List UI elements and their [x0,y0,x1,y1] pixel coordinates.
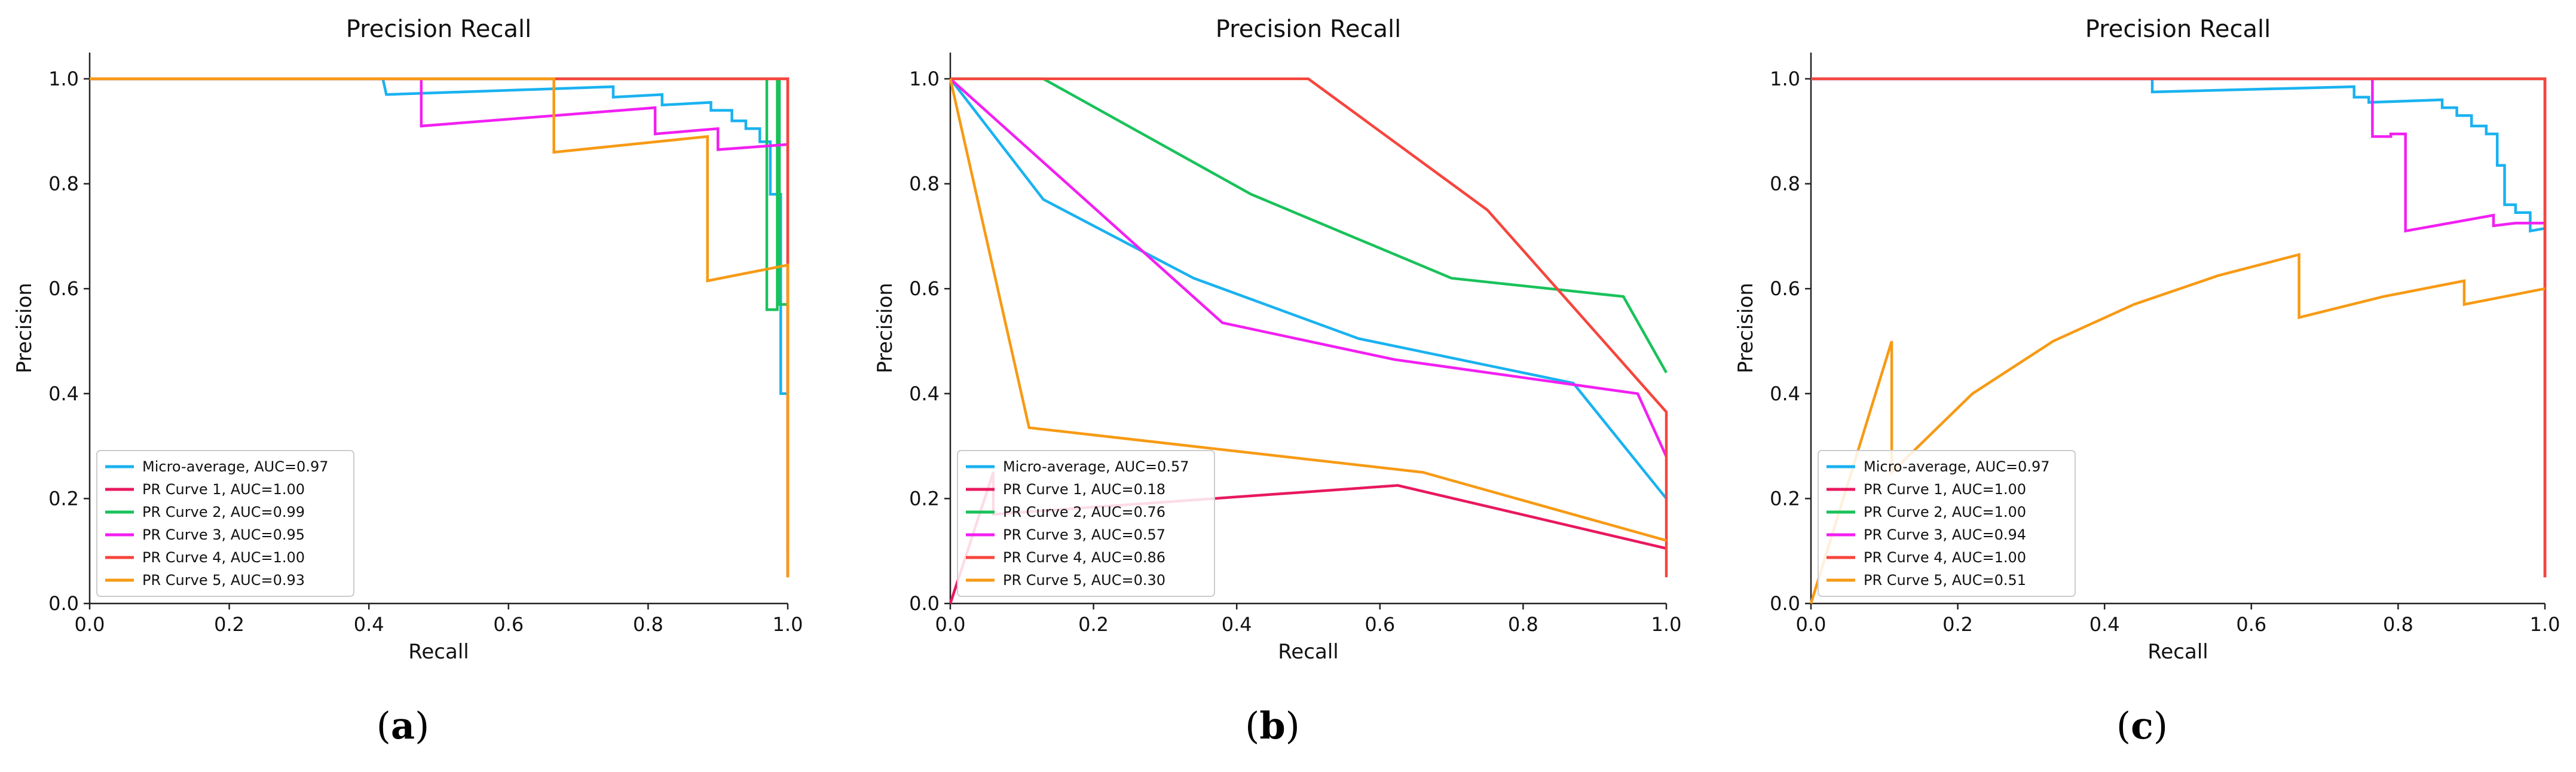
x-tick-label: 1.0 [773,613,803,636]
legend-entry: PR Curve 4, AUC=0.86 [1003,549,1165,566]
x-axis-label: Recall [408,640,469,664]
chart-panel-c: Precision Recall 0.0 0.2 0.4 0.6 0.8 1.0 0.0 0.2… [1734,16,2560,748]
x-tick-label: 0.0 [1796,613,1827,636]
x-tick-label: 0.2 [214,613,244,636]
x-tick-label: 0.2 [1942,613,1973,636]
legend-entry: PR Curve 2, AUC=0.76 [1003,504,1165,520]
y-tick-label: 0.8 [48,173,79,195]
legend-entry: Micro-average, AUC=0.97 [142,458,329,475]
panel-caption: (c) [2116,704,2168,748]
y-axis-label: Precision [13,283,36,373]
y-axis-label: Precision [1734,283,1758,373]
y-tick-label: 0.4 [909,382,940,405]
y-tick-label: 0.2 [48,487,79,510]
y-tick-label: 0.8 [1770,173,1800,195]
x-tick-label: 0.4 [1222,613,1252,636]
y-tick-label: 0.0 [909,592,940,615]
chart-title: Precision Recall [2085,16,2271,43]
y-tick-label: 0.4 [1770,382,1800,405]
legend-box [96,450,354,597]
series-line-pr-curve-4 [1811,77,2547,578]
legend-entry: PR Curve 3, AUC=0.95 [142,526,305,543]
legend: Micro-average, AUC=0.57 PR Curve 1, AUC=0… [957,450,1215,597]
x-tick-label: 0.2 [1078,613,1109,636]
series-line-pr-curve-4 [950,77,1668,578]
y-tick-label: 1.0 [909,68,940,90]
legend-entry: PR Curve 4, AUC=1.00 [1864,549,2026,566]
x-tick-label: 0.8 [2383,613,2413,636]
series-line-micro-average [949,78,1668,500]
x-tick-label: 0.8 [633,613,663,636]
series-line-micro-average [1811,77,2546,233]
legend-entry: PR Curve 2, AUC=1.00 [1864,504,2026,520]
legend-box [957,450,1215,597]
legend: Micro-average, AUC=0.97 PR Curve 1, AUC=1… [96,450,354,597]
x-tick-label: 1.0 [2530,613,2560,636]
panel-caption: (b) [1245,704,1300,748]
y-tick-label: 0.2 [1770,487,1800,510]
legend-entry: PR Curve 1, AUC=0.18 [1003,481,1165,498]
legend-entry: PR Curve 1, AUC=1.00 [142,481,305,498]
y-tick-label: 1.0 [48,68,79,90]
y-tick-label: 0.8 [909,173,940,195]
y-tick-label: 0.4 [48,382,79,405]
y-axis-label: Precision [873,283,897,373]
x-tick-label: 0.0 [935,613,966,636]
series-line-pr-curve-3 [90,77,788,151]
legend-entry: PR Curve 2, AUC=0.99 [142,504,305,520]
chart-panel-b: Precision Recall 0.0 0.2 0.4 0.6 0.8 1.0 0.0 0.2… [873,16,1681,748]
x-tick-label: 1.0 [1651,613,1682,636]
legend-entry: PR Curve 4, AUC=1.00 [142,549,305,566]
legend-entry: PR Curve 3, AUC=0.94 [1864,526,2026,543]
series-line-pr-curve-5 [949,78,1667,542]
legend-entry: Micro-average, AUC=0.97 [1864,458,2050,475]
series-line-pr-curve-3 [1811,77,2545,233]
y-tick-label: 0.0 [1770,592,1800,615]
x-tick-label: 0.0 [75,613,105,636]
series-line-pr-curve-5 [90,77,790,578]
x-axis-label: Recall [2147,640,2208,664]
x-axis-label: Recall [1278,640,1338,664]
y-tick-label: 0.6 [909,277,940,300]
legend-entry: PR Curve 3, AUC=0.57 [1003,526,1165,543]
series-line-pr-curve-2 [90,77,788,311]
chart-panel-a: Precision Recall 0.0 0.2 0.4 0.6 0.8 1.0 0.0 0.2… [13,16,803,748]
x-tick-label: 0.6 [493,613,524,636]
x-tick-label: 0.4 [2089,613,2120,636]
series-line-micro-average [90,77,788,396]
legend-entry: PR Curve 5, AUC=0.51 [1864,572,2026,589]
x-tick-label: 0.4 [354,613,384,636]
y-tick-label: 0.2 [909,487,940,510]
legend: Micro-average, AUC=0.97 PR Curve 1, AUC=1… [1818,450,2076,597]
y-tick-label: 0.6 [1770,277,1800,300]
legend-entry: PR Curve 1, AUC=1.00 [1864,481,2026,498]
series-line-pr-curve-3 [949,78,1668,458]
legend-box [1818,450,2076,597]
y-tick-label: 1.0 [1770,68,1800,90]
legend-entry: Micro-average, AUC=0.57 [1003,458,1189,475]
x-tick-label: 0.6 [2236,613,2266,636]
y-tick-label: 0.0 [48,592,79,615]
legend-entry: PR Curve 5, AUC=0.30 [1003,572,1165,589]
chart-title: Precision Recall [346,16,532,43]
x-tick-label: 0.8 [1508,613,1538,636]
legend-entry: PR Curve 5, AUC=0.93 [142,572,305,589]
panel-caption: (a) [377,704,430,748]
x-tick-label: 0.6 [1365,613,1395,636]
chart-title: Precision Recall [1216,16,1402,43]
series-line-pr-curve-2 [950,77,1668,373]
y-tick-label: 0.6 [48,277,79,300]
